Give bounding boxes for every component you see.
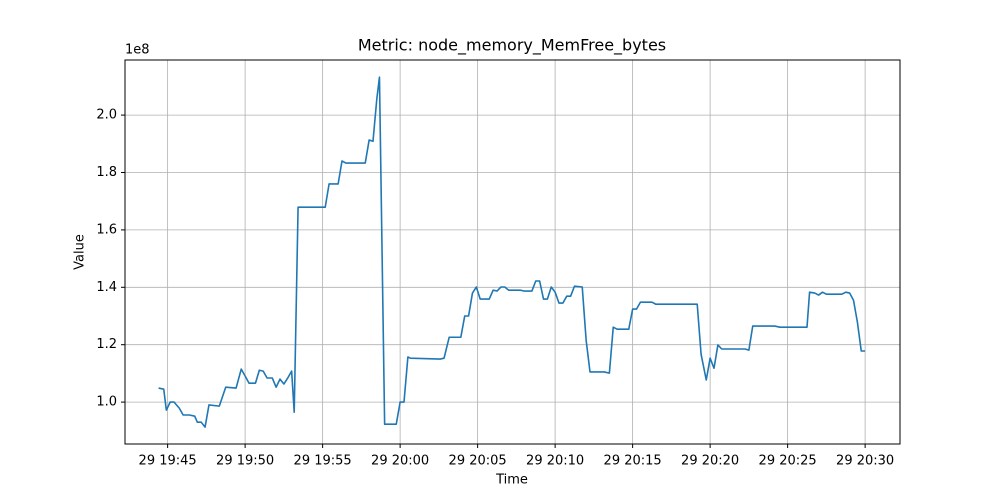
data-line (158, 76, 866, 428)
y-tick-label: 1.0 (96, 395, 117, 410)
x-tick-label: 29 19:55 (294, 454, 352, 469)
x-tick-label: 29 20:20 (681, 454, 739, 469)
y-tick-label: 1.4 (96, 280, 117, 295)
x-tick-label: 29 19:50 (216, 454, 274, 469)
chart-title: Metric: node_memory_MemFree_bytes (358, 36, 666, 56)
x-tick-label: 29 20:10 (526, 454, 584, 469)
y-tick-label: 1.6 (96, 222, 117, 237)
y-tick-label: 2.0 (96, 108, 117, 123)
y-offset-label: 1e8 (125, 43, 150, 58)
x-tick-label: 29 20:15 (604, 454, 662, 469)
x-axis-label: Time (495, 473, 528, 488)
x-tick-label: 29 20:25 (759, 454, 817, 469)
axes-frame (124, 59, 901, 445)
grid (125, 60, 900, 444)
x-tick-label: 29 20:30 (836, 454, 894, 469)
y-tick-label: 1.8 (96, 165, 117, 180)
x-tick-label: 29 19:45 (139, 454, 197, 469)
plot (158, 76, 866, 428)
x-tick-label: 29 20:05 (449, 454, 507, 469)
x-tick-label: 29 20:00 (371, 454, 429, 469)
y-tick-label: 1.2 (96, 337, 117, 352)
y-axis-label: Value (73, 234, 88, 270)
